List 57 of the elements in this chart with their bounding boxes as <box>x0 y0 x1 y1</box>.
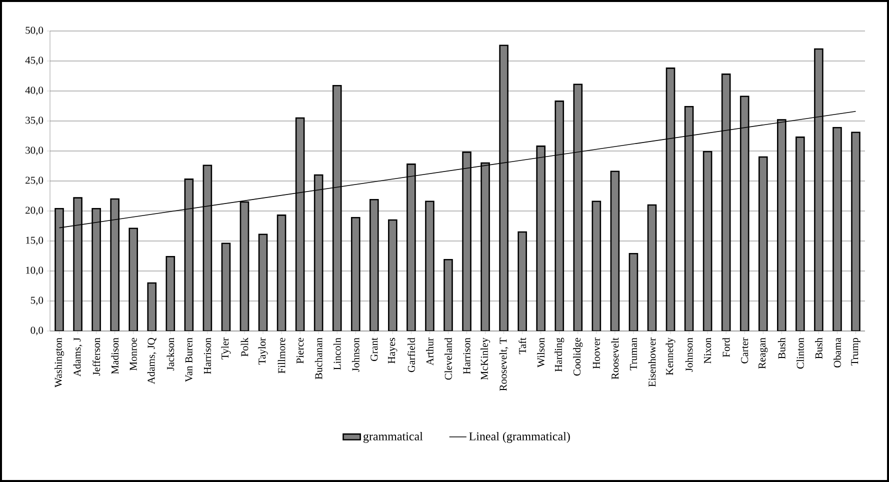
x-tick-label: Cleveland <box>444 338 452 380</box>
x-tick-label: Roosevelt <box>611 338 619 380</box>
x-tick-label: Garfield <box>407 338 415 372</box>
x-tick-label: Nixon <box>704 338 712 364</box>
x-tick-label: Tyler <box>221 338 231 360</box>
x-tick-label: Lincoln <box>333 338 341 370</box>
x-tick-label: Adams, JQ <box>147 338 156 384</box>
x-tick-label: Johnson <box>352 338 360 372</box>
x-tick-label: Johnson <box>685 338 693 372</box>
y-tick-label: 15,0 <box>26 236 44 246</box>
x-tick-label: Harding <box>554 338 564 372</box>
x-tick-label: Harrison <box>204 338 211 374</box>
x-tick-label: Polk <box>240 338 248 356</box>
y-tick-label: 40,0 <box>25 86 44 96</box>
x-tick-label: Obama <box>834 338 841 368</box>
x-tick-label: Hoover <box>592 338 600 369</box>
y-tick-label: 0,0 <box>30 326 44 336</box>
x-tick-label: Carter <box>741 338 748 364</box>
x-tick-label: Taylor <box>258 338 268 365</box>
x-tick-label: Reagan <box>758 338 768 369</box>
legend-label: grammatical <box>363 432 423 443</box>
legend-label: Lineal (grammatical) <box>469 432 570 443</box>
x-tick-label: Bush <box>815 338 822 359</box>
x-tick-label: Fillmore <box>278 338 286 374</box>
x-tick-label: Trump <box>851 338 860 366</box>
x-tick-label: Hayes <box>388 338 398 364</box>
x-tick-label: Ford <box>722 338 730 358</box>
x-tick-label: Truman <box>630 338 637 370</box>
y-tick-label: 35,0 <box>26 116 44 126</box>
x-tick-label: Pierce <box>296 338 304 364</box>
x-tick-label: Jackson <box>166 338 174 371</box>
x-tick-label: Buchanan <box>314 338 322 380</box>
x-tick-label: Clinton <box>796 338 804 369</box>
x-tick-label: Taft <box>518 338 526 354</box>
y-tick-label: 50,0 <box>26 26 44 36</box>
y-tick-label: 25,0 <box>26 176 44 186</box>
x-tick-label: Kennedy <box>666 338 676 376</box>
x-tick-label: Monroe <box>130 338 137 370</box>
y-tick-label: 10,0 <box>26 266 44 276</box>
x-tick-label: Eisenhower <box>648 338 656 387</box>
x-tick-label: Roosevelt, T <box>499 338 508 391</box>
y-tick-label: 45,0 <box>25 56 44 66</box>
y-tick-label: 20,0 <box>26 206 44 216</box>
x-tick-label: Bush <box>778 338 786 359</box>
x-tick-label: Adams, J <box>73 338 82 377</box>
x-tick-label: McKinley <box>480 338 490 380</box>
x-tick-label: Van Buren <box>185 338 192 382</box>
x-tick-label: Arthur <box>426 338 434 366</box>
x-tick-label: Coolidge <box>573 338 583 376</box>
x-tick-label: Harrison <box>463 338 470 374</box>
y-tick-label: 5,0 <box>30 296 44 306</box>
x-tick-label: Washington <box>54 338 64 388</box>
x-tick-label: Madison <box>111 338 119 374</box>
x-tick-label: Jefferson <box>92 338 100 376</box>
y-tick-label: 30,0 <box>26 146 44 156</box>
x-tick-label: Grant <box>370 338 378 362</box>
x-tick-label: Wilson <box>537 338 545 368</box>
